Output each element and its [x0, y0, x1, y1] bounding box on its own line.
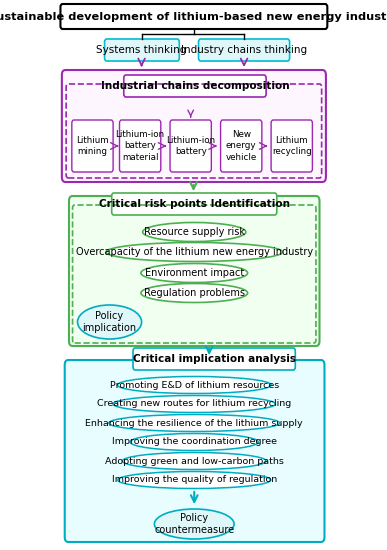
Ellipse shape [141, 263, 248, 283]
Text: Regulation problems: Regulation problems [144, 288, 245, 298]
FancyBboxPatch shape [199, 39, 289, 61]
FancyBboxPatch shape [271, 120, 312, 172]
FancyBboxPatch shape [133, 348, 295, 370]
Text: Lithium-ion
battery
material: Lithium-ion battery material [116, 130, 165, 162]
Text: Lithium
mining: Lithium mining [76, 136, 109, 156]
Ellipse shape [143, 223, 246, 241]
Text: Adopting green and low-carbon paths: Adopting green and low-carbon paths [105, 456, 284, 465]
Text: Overcapacity of the lithium new energy industry: Overcapacity of the lithium new energy i… [76, 247, 313, 257]
Ellipse shape [109, 415, 280, 432]
FancyBboxPatch shape [104, 39, 179, 61]
Ellipse shape [77, 305, 142, 339]
Text: Critical risk points Identification: Critical risk points Identification [99, 199, 290, 209]
Text: Improving the coordination degree: Improving the coordination degree [112, 437, 277, 447]
Text: Enhancing the resilience of the lithium supply: Enhancing the resilience of the lithium … [86, 419, 303, 427]
Ellipse shape [154, 509, 234, 539]
Ellipse shape [106, 243, 283, 261]
Ellipse shape [141, 283, 248, 302]
Text: Promoting E&D of lithium resources: Promoting E&D of lithium resources [110, 381, 279, 389]
FancyBboxPatch shape [112, 193, 277, 215]
FancyBboxPatch shape [120, 120, 161, 172]
FancyBboxPatch shape [170, 120, 211, 172]
Text: Policy
countermeasure: Policy countermeasure [154, 513, 234, 535]
Text: Industrial chains decomposition: Industrial chains decomposition [101, 81, 289, 91]
Ellipse shape [130, 433, 258, 450]
Ellipse shape [122, 453, 266, 470]
Text: Systems thinking: Systems thinking [96, 45, 187, 55]
FancyBboxPatch shape [124, 75, 266, 97]
Text: Environment impact: Environment impact [145, 268, 244, 278]
Text: Lithium-ion
battery: Lithium-ion battery [166, 136, 215, 156]
FancyBboxPatch shape [65, 360, 324, 542]
Text: Critical implication analysis: Critical implication analysis [133, 354, 296, 364]
Ellipse shape [117, 377, 271, 393]
FancyBboxPatch shape [221, 120, 262, 172]
FancyBboxPatch shape [60, 4, 327, 29]
FancyBboxPatch shape [62, 70, 326, 182]
Text: Sustainable development of lithium-based new energy industry: Sustainable development of lithium-based… [0, 12, 387, 22]
Text: Lithium
recycling: Lithium recycling [272, 136, 312, 156]
Ellipse shape [118, 471, 271, 488]
Text: Improving the quality of regulation: Improving the quality of regulation [111, 476, 277, 485]
Text: Creating new routes for lithium recycling: Creating new routes for lithium recyclin… [97, 399, 291, 409]
FancyBboxPatch shape [72, 120, 113, 172]
Text: Industry chains thinking: Industry chains thinking [181, 45, 307, 55]
FancyBboxPatch shape [69, 196, 320, 346]
Ellipse shape [113, 395, 276, 412]
Text: New
energy
vehicle: New energy vehicle [226, 130, 257, 162]
Text: Resource supply risk: Resource supply risk [144, 227, 245, 237]
Text: Policy
implication: Policy implication [82, 311, 137, 333]
